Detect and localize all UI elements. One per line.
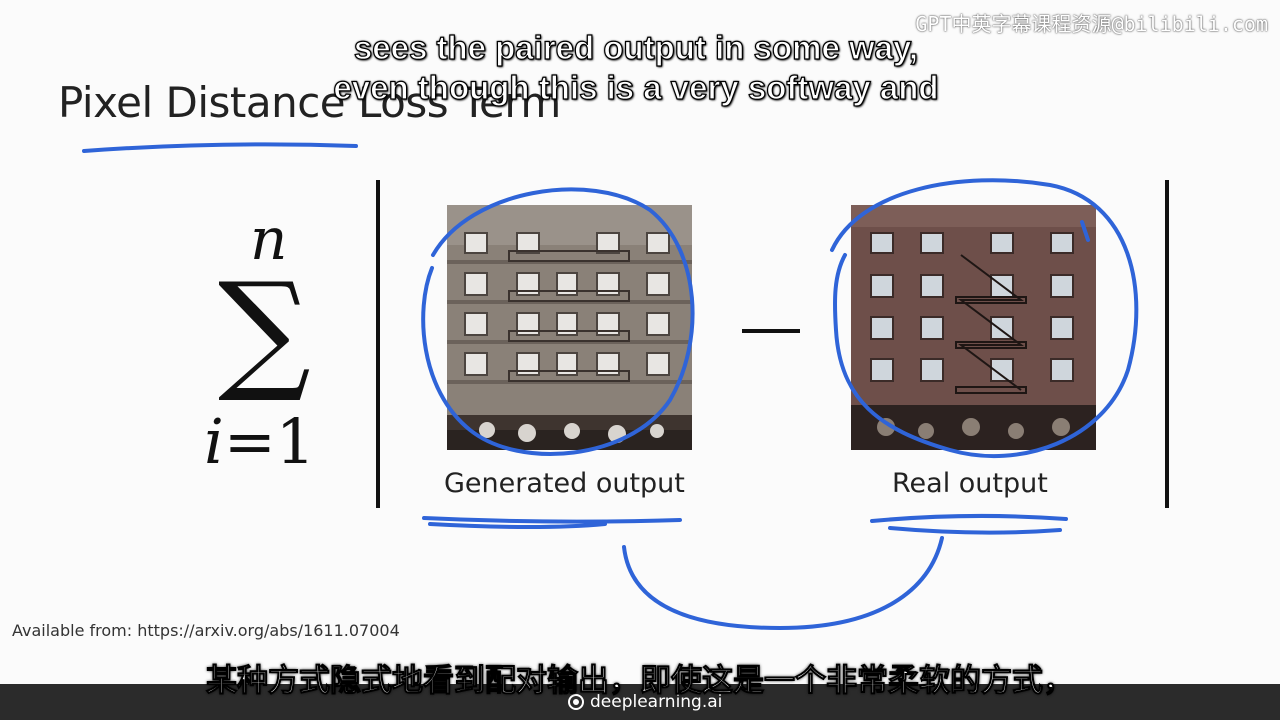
english-subtitle-line-1: sees the paired output in some way,	[353, 28, 919, 66]
brand-name: deeplearning.ai	[590, 692, 723, 712]
summation-formula: n ∑ i=1	[200, 205, 350, 495]
connector-arc	[622, 536, 944, 630]
chinese-subtitle: 某种方式隐式地看到配对输出，即使这是一个非常柔软的方式，	[206, 663, 1075, 700]
generated-underline	[422, 516, 682, 524]
generated-underline-2	[428, 522, 607, 529]
english-subtitle: sees the paired output in some way, even…	[0, 28, 1280, 108]
english-subtitle-line-2: even though this is a very softway and	[333, 68, 939, 106]
real-output-caption: Real output	[892, 468, 1048, 499]
summation-lower-limit: i=1	[204, 405, 315, 478]
summation-symbol: ∑	[218, 254, 311, 406]
deeplearning-logo-icon	[568, 694, 584, 710]
watermark: GPT中英字幕课程资源@bilibili.com	[915, 12, 1268, 36]
source-citation: Available from: https://arxiv.org/abs/16…	[12, 621, 400, 640]
title-underline	[82, 142, 358, 153]
minus-sign	[742, 329, 800, 333]
summation-start: =1	[223, 405, 316, 478]
video-footer-bar	[0, 684, 1280, 720]
summation-upper-limit: n	[250, 205, 288, 273]
real-underline-2	[888, 526, 1062, 535]
slide-title: Pixel Distance Loss Term	[58, 78, 561, 127]
brand: deeplearning.ai	[568, 690, 722, 714]
generated-output-caption: Generated output	[444, 468, 685, 499]
real-output-image	[851, 205, 1096, 450]
summation-index: i	[204, 405, 224, 478]
real-underline	[870, 513, 1068, 523]
abs-bar-right	[1165, 180, 1169, 508]
generated-output-image	[447, 205, 692, 450]
abs-bar-left	[376, 180, 380, 508]
